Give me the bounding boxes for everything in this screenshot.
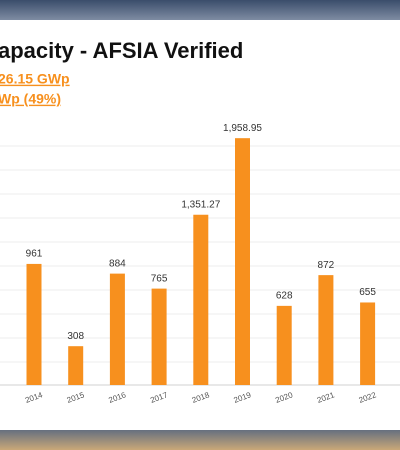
bar xyxy=(151,288,167,385)
panel-photo-top xyxy=(0,0,400,22)
bar xyxy=(68,346,84,385)
bar xyxy=(109,273,125,385)
value-label: 1,351.27 xyxy=(181,199,220,210)
value-label: 655 xyxy=(359,287,376,298)
value-label: 884 xyxy=(109,258,126,269)
bar xyxy=(193,214,209,385)
value-label: 628 xyxy=(276,291,293,302)
value-label: 765 xyxy=(151,273,168,284)
bar xyxy=(235,138,250,385)
bar xyxy=(318,275,334,385)
value-label: 961 xyxy=(26,249,43,260)
bar xyxy=(360,302,376,385)
value-label: 308 xyxy=(67,331,84,342)
value-label: 1,958.95 xyxy=(223,123,262,134)
panel-photo-bottom xyxy=(0,428,400,450)
value-label: 872 xyxy=(318,260,335,271)
subtitle-line: Wp (49%) xyxy=(0,91,61,107)
bar xyxy=(276,305,292,385)
subtitle-line: 26.15 GWp xyxy=(0,71,70,87)
bar xyxy=(26,263,42,385)
chart-title: apacity - AFSIA Verified xyxy=(0,38,243,63)
